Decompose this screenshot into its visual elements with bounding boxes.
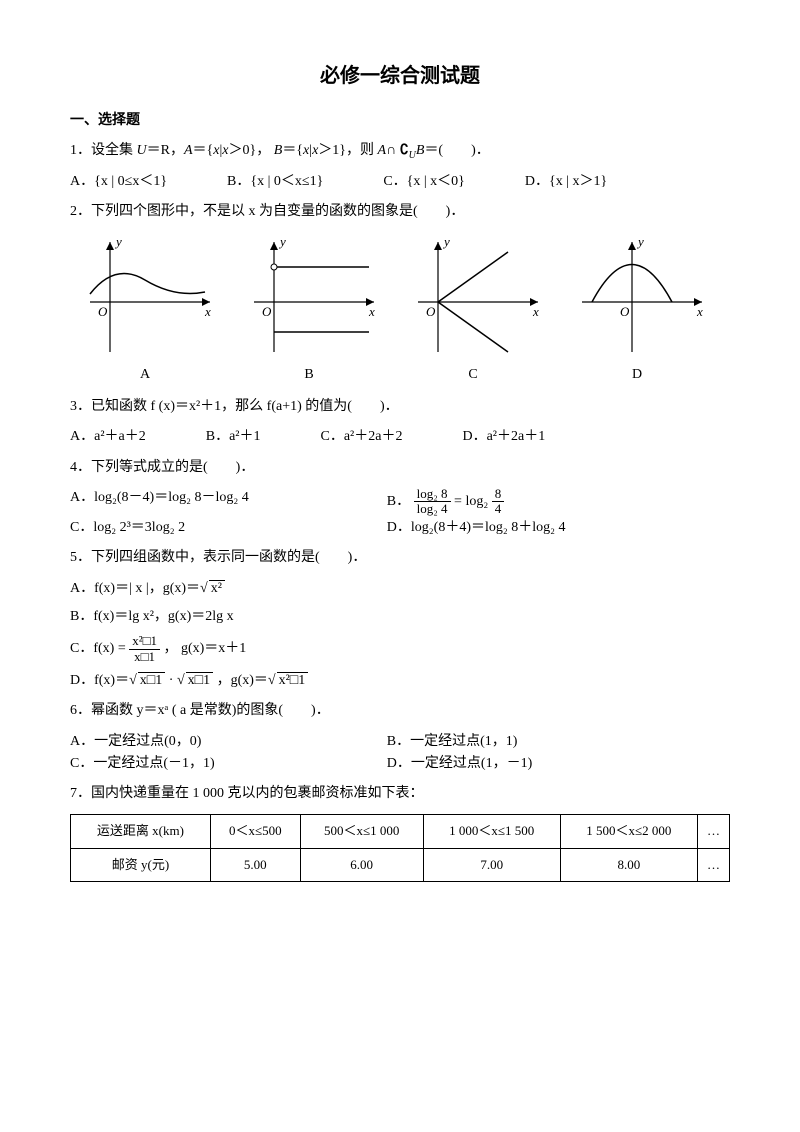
svg-text:y: y bbox=[278, 234, 286, 249]
svg-text:O: O bbox=[426, 304, 436, 319]
question-3: 3．已知函数 f (x)＝x²＋1，那么 f(a+1) 的值为( )． bbox=[70, 396, 730, 418]
table-header: 500＜x≤1 000 bbox=[300, 814, 423, 848]
q5-opt-a: A．f(x)＝| x |，g(x)＝√x² bbox=[70, 578, 730, 600]
table-header: 运送距离 x(km) bbox=[71, 814, 211, 848]
q5-opt-d: D．f(x)＝√x□1 · √x□1 ，g(x)＝√x²□1 bbox=[70, 670, 730, 692]
q4-opt-a: A．log₂(8－4)＝log₂ 8－log₂ 4 bbox=[70, 487, 387, 517]
q3-opt-d: D．a²＋2a＋1 bbox=[462, 426, 545, 448]
q6-opt-d: D．一定经过点(1，－1) bbox=[387, 753, 704, 775]
table-cell: 5.00 bbox=[210, 848, 300, 882]
q5-opt-b: B．f(x)＝lg x²，g(x)＝2lg x bbox=[70, 606, 730, 628]
section-heading: 一、选择题 bbox=[70, 110, 730, 132]
q6-opt-b: B．一定经过点(1，1) bbox=[387, 731, 704, 753]
q6-opt-a: A．一定经过点(0，0) bbox=[70, 731, 387, 753]
svg-text:x: x bbox=[696, 304, 703, 319]
question-2: 2．下列四个图形中，不是以 x 为自变量的函数的图象是( )． bbox=[70, 201, 730, 223]
table-row: 邮资 y(元) 5.00 6.00 7.00 8.00 … bbox=[71, 848, 730, 882]
table-cell: 7.00 bbox=[423, 848, 560, 882]
table-cell: 8.00 bbox=[560, 848, 697, 882]
q6-options: A．一定经过点(0，0) B．一定经过点(1，1) C．一定经过点(－1，1) … bbox=[70, 731, 730, 776]
svg-text:y: y bbox=[636, 234, 644, 249]
q2-labels: A B C D bbox=[70, 364, 730, 386]
graph-label-d: D bbox=[562, 364, 712, 386]
complement-icon: ∁ bbox=[400, 143, 409, 158]
q1-opt-a: A．{x | 0≤x＜1} bbox=[70, 171, 167, 193]
svg-text:O: O bbox=[98, 304, 108, 319]
question-4: 4．下列等式成立的是( )． bbox=[70, 457, 730, 479]
graph-d: y x O bbox=[562, 232, 712, 362]
q4-options: A．log₂(8－4)＝log₂ 8－log₂ 4 B． log₂ 8log₂ … bbox=[70, 487, 730, 539]
svg-text:O: O bbox=[620, 304, 630, 319]
q4-opt-b: B． log₂ 8log₂ 4 = log₂ 84 bbox=[387, 487, 704, 517]
q4-opt-c: C．log₂ 2³＝3log₂ 2 bbox=[70, 517, 387, 539]
svg-text:x: x bbox=[204, 304, 211, 319]
graph-label-c: C bbox=[398, 364, 548, 386]
svg-text:x: x bbox=[368, 304, 375, 319]
q2-graphs: y x O y x O y x O y x O bbox=[70, 232, 730, 362]
q1-opt-d: D．{x | x＞1} bbox=[525, 171, 607, 193]
svg-text:y: y bbox=[114, 234, 122, 249]
table-header: … bbox=[697, 814, 729, 848]
table-header: 0＜x≤500 bbox=[210, 814, 300, 848]
table-cell: 邮资 y(元) bbox=[71, 848, 211, 882]
table-header: 1 000＜x≤1 500 bbox=[423, 814, 560, 848]
q7-table: 运送距离 x(km) 0＜x≤500 500＜x≤1 000 1 000＜x≤1… bbox=[70, 814, 730, 883]
svg-text:x: x bbox=[532, 304, 539, 319]
q1-options: A．{x | 0≤x＜1} B．{x | 0＜x≤1} C．{x | x＜0} … bbox=[70, 171, 730, 193]
q3-opt-c: C．a²＋2a＋2 bbox=[321, 426, 403, 448]
q1-opt-b: B．{x | 0＜x≤1} bbox=[227, 171, 323, 193]
graph-label-b: B bbox=[234, 364, 384, 386]
q1-text: 1．设全集 U＝R，A＝{x|x＞0}， B＝{x|x＞1}，则 A∩ ∁UB＝… bbox=[70, 143, 490, 158]
svg-text:y: y bbox=[442, 234, 450, 249]
question-5: 5．下列四组函数中，表示同一函数的是( )． bbox=[70, 547, 730, 569]
table-row: 运送距离 x(km) 0＜x≤500 500＜x≤1 000 1 000＜x≤1… bbox=[71, 814, 730, 848]
q5-opt-c: C．f(x) = x²□1x□1 ， g(x)＝x＋1 bbox=[70, 634, 730, 664]
question-1: 1．设全集 U＝R，A＝{x|x＞0}， B＝{x|x＞1}，则 A∩ ∁UB＝… bbox=[70, 140, 730, 162]
graph-label-a: A bbox=[70, 364, 220, 386]
table-cell: 6.00 bbox=[300, 848, 423, 882]
graph-c: y x O bbox=[398, 232, 548, 362]
graph-b: y x O bbox=[234, 232, 384, 362]
table-header: 1 500＜x≤2 000 bbox=[560, 814, 697, 848]
table-cell: … bbox=[697, 848, 729, 882]
q3-options: A．a²＋a＋2 B．a²＋1 C．a²＋2a＋2 D．a²＋2a＋1 bbox=[70, 426, 730, 448]
question-7: 7．国内快递重量在 1 000 克以内的包裹邮资标准如下表： bbox=[70, 783, 730, 805]
q4-opt-d: D．log₂(8＋4)＝log₂ 8＋log₂ 4 bbox=[387, 517, 704, 539]
page-title: 必修一综合测试题 bbox=[70, 60, 730, 92]
question-6: 6．幂函数 y＝xᵃ ( a 是常数)的图象( )． bbox=[70, 700, 730, 722]
graph-a: y x O bbox=[70, 232, 220, 362]
q1-opt-c: C．{x | x＜0} bbox=[383, 171, 465, 193]
q6-opt-c: C．一定经过点(－1，1) bbox=[70, 753, 387, 775]
svg-text:O: O bbox=[262, 304, 272, 319]
q3-opt-a: A．a²＋a＋2 bbox=[70, 426, 146, 448]
q3-opt-b: B．a²＋1 bbox=[206, 426, 261, 448]
